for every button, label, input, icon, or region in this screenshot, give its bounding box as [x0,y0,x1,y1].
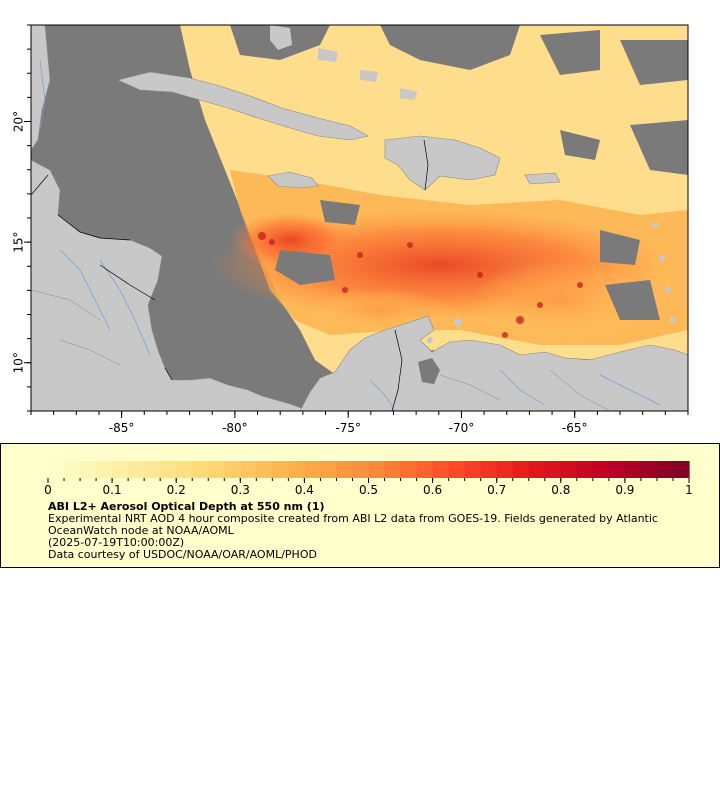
colorbar-swatch [544,461,562,478]
land-hispaniola [384,135,501,191]
aod-hotspots [258,232,583,338]
colorbar-swatch [656,461,674,478]
colorbar-swatch [416,461,434,478]
land-jamaica [267,171,319,189]
colorbar: 0 0.1 0.2 0.3 0.4 0.5 0.6 0.7 0.8 0.9 1 [44,461,693,497]
colorbar-swatch [208,461,225,478]
colorbar-tick-label: 0.7 [487,483,506,497]
map-plot-area [31,25,688,411]
axis-ticks: -85° -80° -75° -70° -65° 10° 15° 20° [12,24,689,435]
colorbar-swatch [336,461,354,478]
legend-credit: Data courtesy of USDOC/NOAA/OAR/AOML/PHO… [48,548,317,561]
lon-tick-label: -75° [335,421,361,435]
colorbar-swatch [432,461,450,478]
legend-timestamp: (2025-07-19T10:00:00Z) [48,536,185,549]
colorbar-swatch [368,461,386,478]
colorbar-swatch [64,461,81,478]
colorbar-tick-label: 0.9 [615,483,634,497]
land-antilles [427,222,676,343]
colorbar-swatch [384,461,402,478]
country-borders [31,139,429,411]
lake-maracaibo [418,358,440,384]
colorbar-tick-label: 0.1 [103,483,122,497]
colorbar-swatch [464,461,482,478]
colorbar-swatch [48,461,65,478]
lat-tick-label: 20° [12,111,26,132]
land-cuba [117,71,369,141]
colorbar-swatch [448,461,466,478]
legend-panel: 0 0.1 0.2 0.3 0.4 0.5 0.6 0.7 0.8 0.9 1 ABI L2+ Ae… [0,443,720,568]
colorbar-swatch [304,461,322,478]
colorbar-swatch [288,461,305,478]
colorbar-swatch [272,461,289,478]
colorbar-swatch [256,461,273,478]
map-figure: -85° -80° -75° -70° -65° 10° 15° 20° [12,24,689,435]
colorbar-tick-label: 0.5 [359,483,378,497]
colorbar-swatch [320,461,338,478]
colorbar-tick-label: 1 [685,483,693,497]
colorbar-tick-label: 0.3 [231,483,250,497]
colorbar-swatch [176,461,193,478]
colorbar-swatch [160,461,177,478]
colorbar-swatch [144,461,161,478]
colorbar-swatch [480,461,498,478]
colorbar-swatch [592,461,610,478]
colorbar-swatch [192,461,209,478]
colorbar-swatch [560,461,578,478]
rivers [39,59,661,411]
colorbar-swatch [672,461,690,478]
colorbar-swatch [96,461,113,478]
colorbar-swatch [224,461,241,478]
lat-tick-label: 15° [12,231,26,252]
colorbar-swatch [640,461,658,478]
legend-description: Experimental NRT AOD 4 hour composite cr… [48,512,658,537]
land-puerto-rico [524,172,561,185]
lon-tick-label: -65° [562,421,588,435]
lon-tick-label: -85° [109,421,135,435]
colorbar-tick-label: 0 [44,483,52,497]
colorbar-swatch [112,461,129,478]
colorbar-tick-label: 0.2 [167,483,186,497]
land-yucatan [31,25,51,151]
colorbar-tick-label: 0.4 [295,483,314,497]
lon-tick-label: -80° [222,421,248,435]
colorbar-tick-label: 0.6 [423,483,442,497]
colorbar-swatch [576,461,594,478]
lon-tick-label: -70° [449,421,475,435]
colorbar-swatch [496,461,514,478]
colorbar-swatch [128,461,145,478]
legend-title: ABI L2+ Aerosol Optical Depth at 550 nm … [48,500,325,513]
colorbar-swatch [528,461,546,478]
land-bahamas [270,25,418,100]
colorbar-swatch [624,461,642,478]
colorbar-swatch [400,461,418,478]
colorbar-swatch [80,461,97,478]
colorbar-swatch [352,461,370,478]
cloud-gaps [230,25,688,320]
colorbar-swatch [240,461,257,478]
colorbar-tick-label: 0.8 [551,483,570,497]
aod-plume-east [470,260,650,340]
colorbar-swatch [608,461,626,478]
lat-tick-label: 10° [12,352,26,373]
colorbar-swatch [512,461,530,478]
province-borders [31,289,611,411]
